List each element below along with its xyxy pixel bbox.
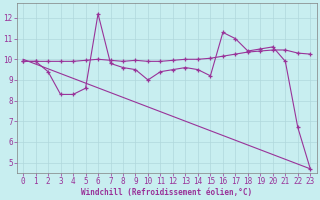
X-axis label: Windchill (Refroidissement éolien,°C): Windchill (Refroidissement éolien,°C) — [81, 188, 252, 197]
